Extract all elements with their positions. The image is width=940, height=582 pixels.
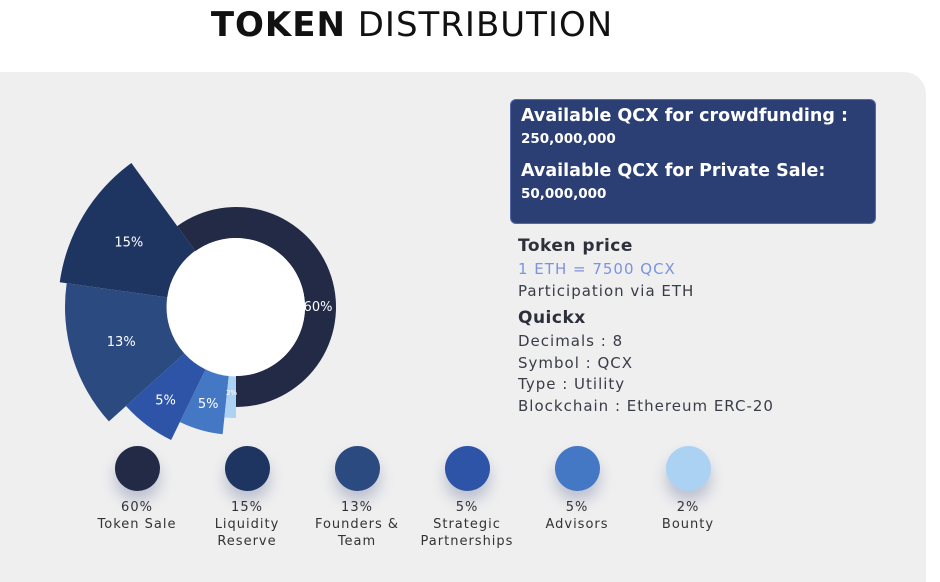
crowdfunding-label: Available QCX for crowdfunding : xyxy=(521,106,848,126)
legend-item: 5% Advisors xyxy=(512,446,642,533)
legend-percent: 13% xyxy=(341,500,373,515)
legend-label-2: Partnerships xyxy=(420,534,514,549)
legend-item: 5% Strategic Partnerships xyxy=(402,446,532,550)
legend-swatch xyxy=(334,446,380,491)
legend-label: Token Sale xyxy=(97,517,177,532)
page-title: TOKEN DISTRIBUTION xyxy=(0,5,824,45)
legend-item: 13% Founders & Team xyxy=(292,446,422,550)
legend-item: 15% Liquidity Reserve xyxy=(182,446,312,550)
legend-label: Liquidity xyxy=(214,517,280,532)
slice-label: 5% xyxy=(198,397,219,412)
legend-percent: 15% xyxy=(231,500,263,515)
pie-slice-liquidity-reserve xyxy=(59,162,196,298)
legend-item: 2% Bounty xyxy=(623,446,753,533)
crowdfunding-value: 250,000,000 xyxy=(521,131,616,147)
legend-label: Strategic xyxy=(433,517,501,532)
legend-label: Founders & xyxy=(314,517,400,532)
type-text: Type : Utility xyxy=(518,375,626,393)
legend-label-2: Team xyxy=(337,534,377,549)
legend-swatch xyxy=(444,446,490,491)
title-bold: TOKEN xyxy=(210,5,346,45)
symbol-text: Symbol : QCX xyxy=(518,353,634,372)
private-sale-value: 50,000,000 xyxy=(521,186,607,202)
chart-legend: 60% Token Sale 15% Liquidity Reserve 13%… xyxy=(0,446,940,556)
legend-percent: 5% xyxy=(455,500,479,515)
legend-label: Advisors xyxy=(545,517,609,532)
private-sale-label: Available QCX for Private Sale: xyxy=(521,161,826,181)
availability-box: Available QCX for crowdfunding : 250,000… xyxy=(510,99,876,224)
legend-swatch xyxy=(224,446,270,491)
participation-text: Participation via ETH xyxy=(518,281,695,300)
slice-label: 5% xyxy=(155,393,176,408)
slice-label: 15% xyxy=(114,236,143,251)
legend-label-2: Reserve xyxy=(217,534,277,549)
legend-percent: 2% xyxy=(676,500,700,515)
blockchain-text: Blockchain : Ethereum ERC-20 xyxy=(518,396,774,415)
legend-label: Bounty xyxy=(661,517,715,532)
slice-label: 60% xyxy=(304,300,333,315)
slice-label: 13% xyxy=(107,335,136,350)
token-price-value: 1 ETH = 7500 QCX xyxy=(518,260,676,278)
pie-slice-bounty xyxy=(224,376,236,418)
legend-swatch xyxy=(665,446,711,491)
token-name-heading: Quickx xyxy=(518,308,586,328)
token-info: Token price 1 ETH = 7500 QCX Participati… xyxy=(518,236,774,417)
pie-slice-token-sale xyxy=(177,206,337,407)
legend-percent: 5% xyxy=(565,500,589,515)
legend-item: 60% Token Sale xyxy=(72,446,202,533)
donut-hole xyxy=(167,238,305,376)
slice-label: 2% xyxy=(226,389,237,397)
pie-slice-founders-team xyxy=(64,283,185,422)
legend-swatch xyxy=(554,446,600,491)
pie-slice-strategic-partnerships xyxy=(126,353,206,441)
title-light: DISTRIBUTION xyxy=(357,5,614,45)
decimals-text: Decimals : 8 xyxy=(518,332,624,350)
pie-slice-advisors xyxy=(179,369,229,435)
legend-percent: 60% xyxy=(121,500,153,515)
legend-swatch xyxy=(114,446,160,491)
token-price-heading: Token price xyxy=(518,236,633,256)
